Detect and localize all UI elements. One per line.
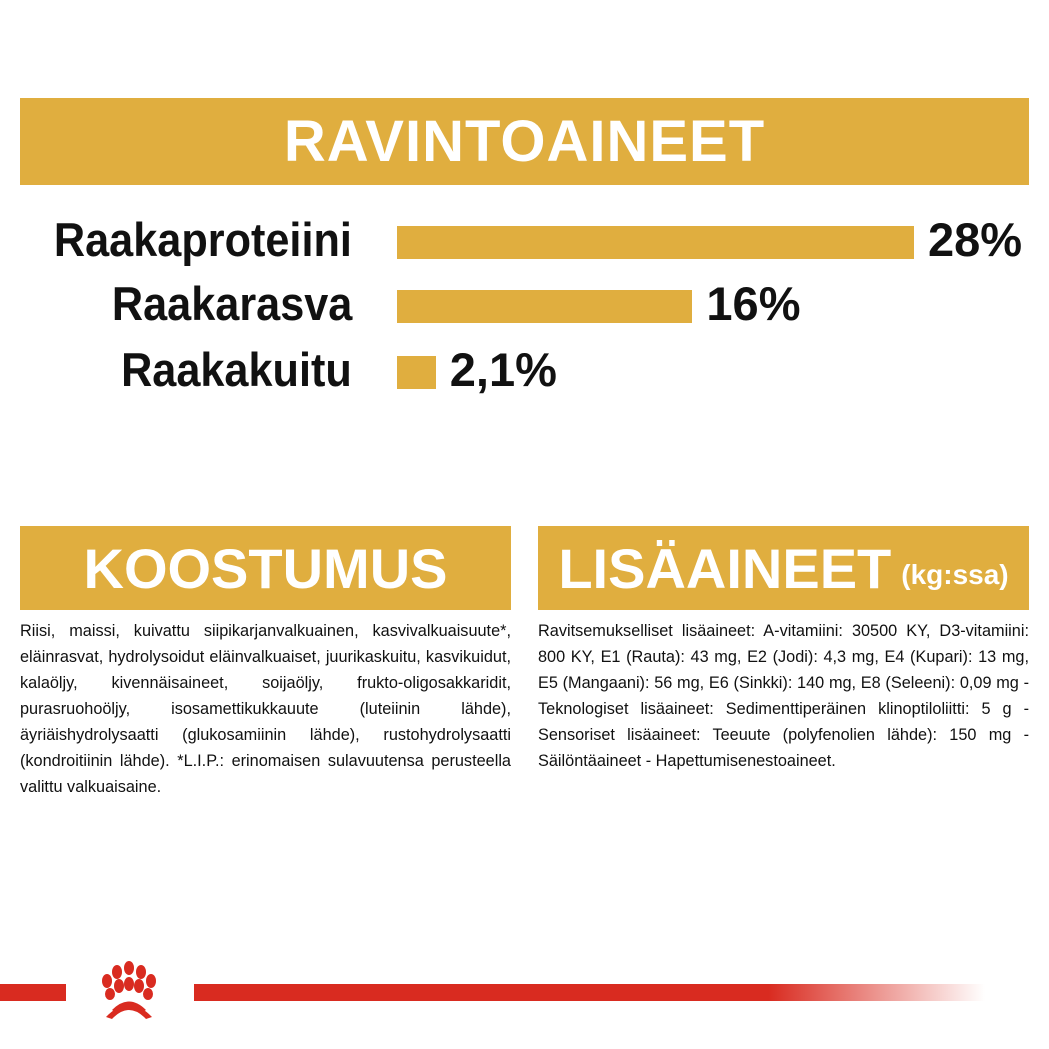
bar-value-label: 28% — [928, 213, 1023, 266]
bar — [397, 290, 693, 323]
nutrients-title: RAVINTOAINEET — [283, 109, 766, 174]
additives-title: LISÄAINEET — [558, 536, 892, 600]
brand-stripe — [0, 984, 985, 1001]
bar-label: Raakaproteiini — [54, 213, 352, 266]
bar-value-label: 2,1% — [449, 343, 557, 396]
composition-title: KOOSTUMUS — [83, 536, 448, 600]
bar — [397, 356, 436, 389]
additives-header: LISÄAINEET (kg:ssa) — [538, 526, 1029, 610]
composition-text: Riisi, maissi, kuivattu siipikarjanvalku… — [20, 622, 511, 796]
bar-label: Raakakuitu — [121, 343, 352, 396]
additives-unit: (kg:ssa) — [901, 559, 1009, 590]
bar-label: Raakarasva — [111, 277, 352, 330]
nutrients-header: RAVINTOAINEET — [20, 98, 1029, 185]
bar-value-label: 16% — [706, 277, 801, 330]
brand-logo — [66, 955, 194, 1025]
composition-header: KOOSTUMUS — [20, 526, 511, 610]
bar — [397, 226, 914, 259]
additives-text: Ravitsemukselliset lisäaineet: A-vitamii… — [538, 622, 1029, 770]
crown-paw-logo-icon — [102, 961, 156, 1019]
